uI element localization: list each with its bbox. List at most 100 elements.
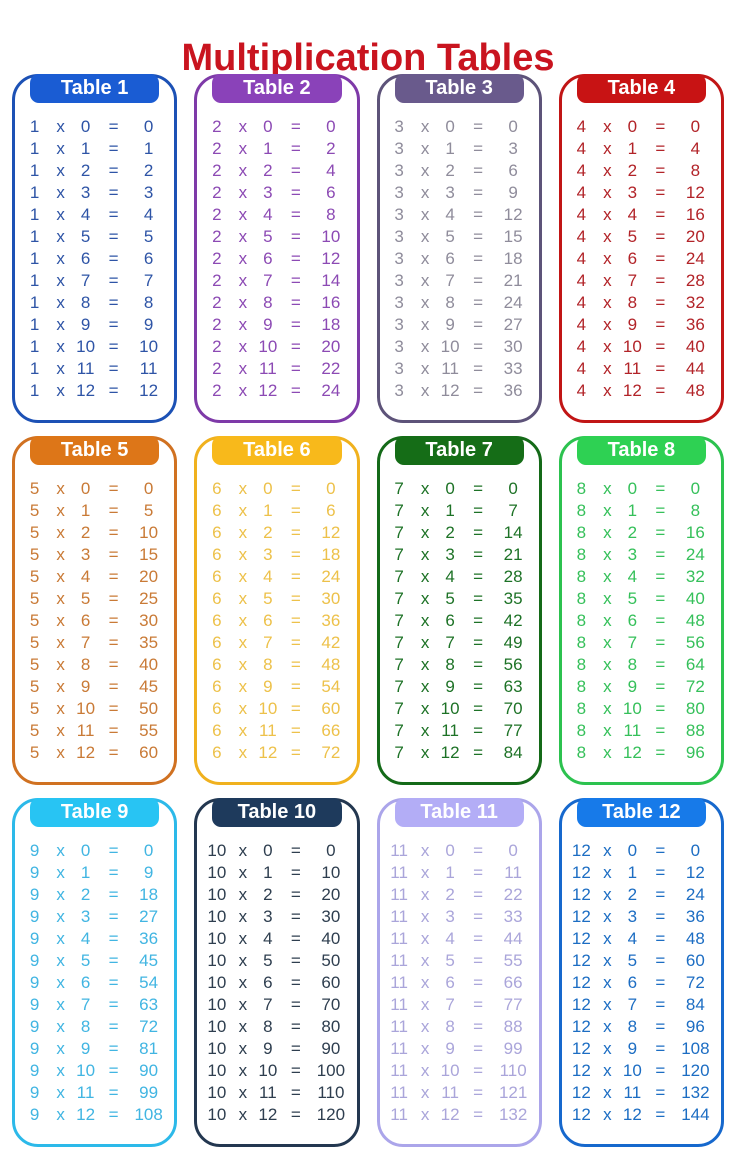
multiplicand: 9 <box>29 951 40 970</box>
times-icon: x <box>56 1039 65 1058</box>
times-icon: x <box>420 315 430 334</box>
product: 32 <box>685 567 705 586</box>
multiplicand: 10 <box>207 841 227 860</box>
times-icon: x <box>238 951 248 970</box>
multiplier: 7 <box>445 633 455 652</box>
times-icon: x <box>56 885 65 904</box>
equals-sign: = <box>655 841 666 860</box>
multiplier: 10 <box>76 1061 96 1080</box>
table-row: 9 x 2 = 18 <box>17 884 173 906</box>
table-header: Table 8 <box>576 436 706 465</box>
equals-sign: = <box>108 1105 119 1124</box>
multiplier: 4 <box>80 567 91 586</box>
multiplier: 5 <box>80 589 91 608</box>
multiplicand: 2 <box>212 227 222 246</box>
times-icon: x <box>238 995 248 1014</box>
equals-sign: = <box>108 721 119 740</box>
times-icon: x <box>238 907 248 926</box>
equals-sign: = <box>473 205 484 224</box>
multiplicand: 5 <box>29 611 40 630</box>
product: 8 <box>143 293 154 312</box>
product: 0 <box>326 841 336 860</box>
multiplier: 2 <box>627 885 638 904</box>
multiplicand: 12 <box>571 929 591 948</box>
times-icon: x <box>420 139 430 158</box>
multiplicand: 7 <box>394 589 404 608</box>
multiplicand: 7 <box>394 545 404 564</box>
equals-sign: = <box>655 315 666 334</box>
product: 0 <box>690 117 701 136</box>
multiplier: 10 <box>258 1061 278 1080</box>
multiplicand: 3 <box>394 205 404 224</box>
multiplier: 2 <box>445 885 455 904</box>
table-row: 5 x 6 = 30 <box>17 610 173 632</box>
product: 120 <box>316 1105 346 1124</box>
times-icon: x <box>603 293 612 312</box>
multiplier: 7 <box>445 995 455 1014</box>
equals-sign: = <box>290 293 301 312</box>
table-row: 7 x 7 = 49 <box>381 632 537 654</box>
multiplier: 6 <box>445 611 455 630</box>
product: 7 <box>508 501 518 520</box>
product: 70 <box>321 995 341 1014</box>
product: 40 <box>685 337 705 356</box>
multiplicand: 11 <box>390 1017 408 1036</box>
table-row: 6 x 0 = 0 <box>199 478 355 500</box>
product: 22 <box>321 359 341 378</box>
equals-sign: = <box>473 699 484 718</box>
equals-sign: = <box>655 271 666 290</box>
multiplier: 6 <box>627 249 638 268</box>
times-icon: x <box>420 1017 430 1036</box>
multiplicand: 4 <box>576 117 587 136</box>
multiplicand: 5 <box>29 567 40 586</box>
table-title: Table 9 <box>60 801 129 823</box>
equals-sign: = <box>473 611 484 630</box>
equals-sign: = <box>290 501 301 520</box>
table-card: Table 4 4 x 0 = 0 4 x 1 = 4 4 x 2 = 8 4 x 3 = 12 4 x 4 = 16 4 x 5 = 20… <box>558 74 724 423</box>
multiplicand: 3 <box>394 139 404 158</box>
multiplicand: 11 <box>390 1083 408 1102</box>
multiplicand: 4 <box>576 139 587 158</box>
multiplicand: 6 <box>212 655 222 674</box>
table-row: 10 x 9 = 90 <box>199 1038 355 1060</box>
times-icon: x <box>238 501 248 520</box>
multiplicand: 9 <box>29 1083 40 1102</box>
multiplicand: 3 <box>394 161 404 180</box>
equals-sign: = <box>655 863 666 882</box>
table-title: Table 11 <box>420 801 498 823</box>
times-icon: x <box>420 951 430 970</box>
table-row: 7 x 2 = 14 <box>381 522 537 544</box>
table-row: 7 x 1 = 7 <box>381 500 537 522</box>
product: 9 <box>143 315 154 334</box>
times-icon: x <box>420 567 430 586</box>
table-row: 9 x 6 = 54 <box>17 972 173 994</box>
equals-sign: = <box>108 1017 119 1036</box>
equals-sign: = <box>290 161 301 180</box>
product: 7 <box>143 271 154 290</box>
equals-sign: = <box>655 1039 666 1058</box>
multiplicand: 9 <box>29 995 40 1014</box>
multiplier: 8 <box>627 655 638 674</box>
multiplicand: 8 <box>576 699 587 718</box>
multiplicand: 3 <box>394 183 404 202</box>
product: 54 <box>321 677 341 696</box>
equals-sign: = <box>655 677 666 696</box>
table-row: 4 x 3 = 12 <box>563 182 719 204</box>
multiplier: 7 <box>627 271 638 290</box>
table-row: 6 x 9 = 54 <box>199 676 355 698</box>
table-row: 10 x 7 = 70 <box>199 994 355 1016</box>
equals-sign: = <box>290 655 301 674</box>
equals-sign: = <box>473 743 484 762</box>
multiplicand: 10 <box>207 929 227 948</box>
table-row: 12 x 4 = 48 <box>563 928 719 950</box>
equals-sign: = <box>473 885 484 904</box>
multiplier: 5 <box>263 227 273 246</box>
multiplier: 6 <box>445 973 455 992</box>
table-row: 3 x 7 = 21 <box>381 270 537 292</box>
product: 60 <box>321 699 341 718</box>
table-row: 9 x 9 = 81 <box>17 1038 173 1060</box>
product: 49 <box>503 633 523 652</box>
times-icon: x <box>56 995 65 1014</box>
product: 27 <box>139 907 159 926</box>
table-row: 8 x 9 = 72 <box>563 676 719 698</box>
